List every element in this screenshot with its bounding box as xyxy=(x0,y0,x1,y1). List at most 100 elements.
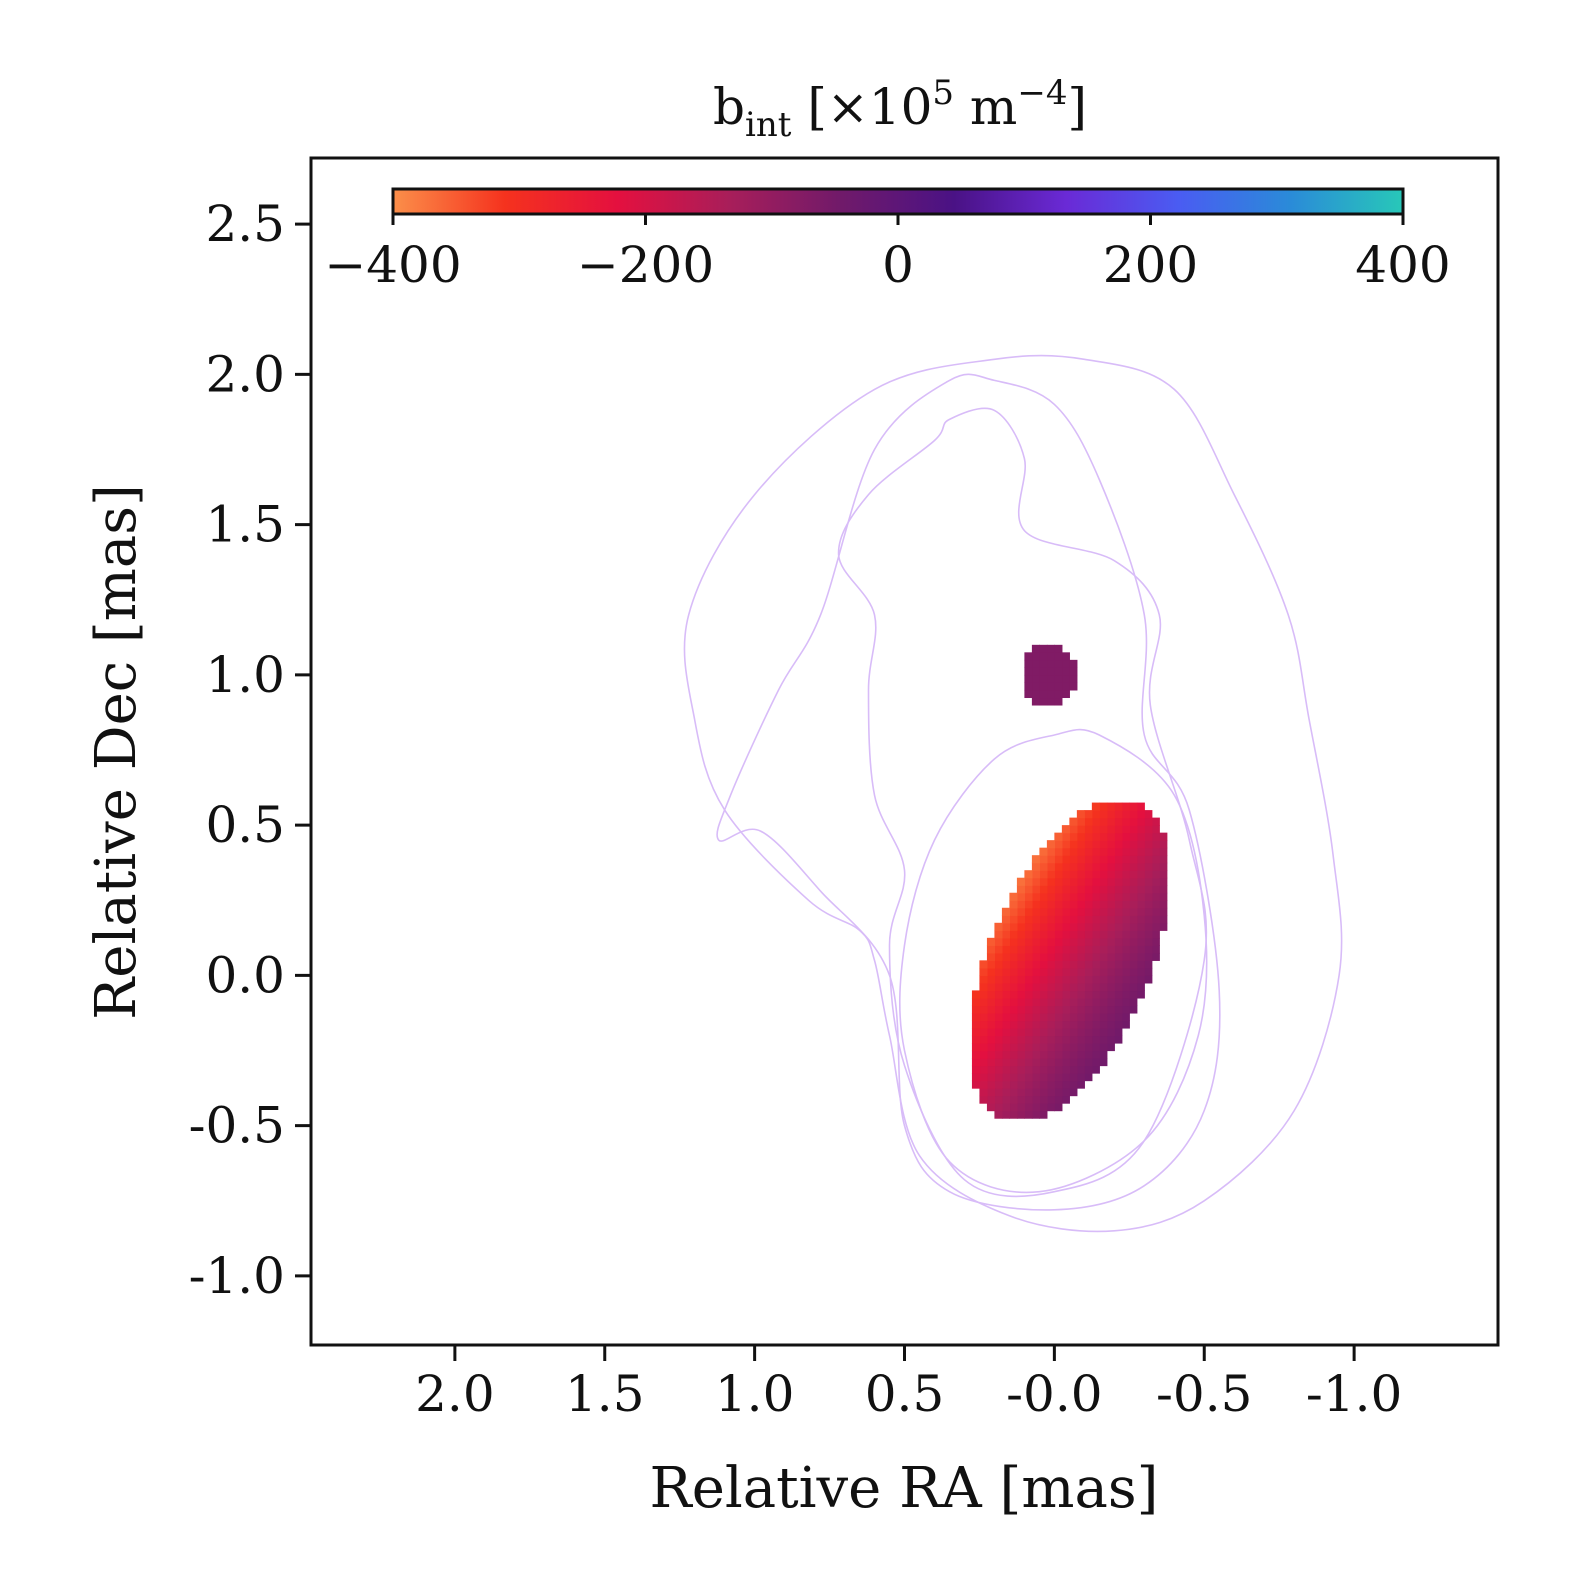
heatmap-cell xyxy=(1054,900,1063,909)
heatmap-cell xyxy=(1099,900,1108,909)
heatmap-cell xyxy=(1084,900,1093,909)
heatmap-cell xyxy=(1084,1065,1093,1074)
heatmap-cell xyxy=(1046,1005,1055,1014)
heatmap-cell xyxy=(1121,930,1130,939)
heatmap-cell xyxy=(1039,1073,1048,1082)
heatmap-cell xyxy=(1061,892,1070,901)
heatmap-cell xyxy=(1001,1012,1011,1022)
heatmap-cell xyxy=(1099,915,1108,924)
heatmap-cell xyxy=(1114,982,1123,992)
heatmap-cell xyxy=(1009,892,1018,901)
heatmap-cell xyxy=(1091,937,1100,946)
heatmap-cell xyxy=(1144,840,1153,849)
heatmap-cell xyxy=(1144,907,1153,916)
heatmap-cell xyxy=(1114,862,1123,871)
heatmap-cell xyxy=(1024,1035,1033,1044)
heatmap-cell xyxy=(1031,870,1040,879)
heatmap-cell xyxy=(1061,667,1070,676)
heatmap-cell xyxy=(1039,1088,1048,1097)
heatmap-cell xyxy=(1061,862,1070,871)
heatmap-cell xyxy=(1031,682,1040,691)
heatmap-cell xyxy=(1084,892,1093,901)
heatmap-cell xyxy=(1009,1012,1018,1022)
heatmap-cell xyxy=(1084,997,1093,1007)
heatmap-cell xyxy=(1084,975,1093,984)
heatmap-cell xyxy=(1024,945,1033,954)
heatmap-cell xyxy=(1061,967,1070,976)
heatmap-cell xyxy=(1069,667,1078,676)
heatmap-cell xyxy=(1069,870,1078,879)
heatmap-cell xyxy=(1016,997,1025,1007)
heatmap-cell xyxy=(1099,952,1108,961)
colorbar-label: bint [×105 m−4] xyxy=(713,73,1087,145)
heatmap-cell xyxy=(1121,825,1130,834)
heatmap-cell xyxy=(1061,847,1070,856)
heatmap-cell xyxy=(1039,997,1048,1007)
heatmap-cell xyxy=(1031,1005,1040,1014)
heatmap-cell xyxy=(1024,667,1033,676)
heatmap-cell xyxy=(1151,877,1160,886)
heatmap-cell xyxy=(1039,877,1048,886)
heatmap-cell xyxy=(1024,1050,1033,1059)
heatmap-cell xyxy=(979,1088,988,1097)
x-tick-label: -0.0 xyxy=(1006,1365,1102,1423)
heatmap-cell xyxy=(1054,915,1063,924)
heatmap-cell xyxy=(1091,967,1100,976)
heatmap-cell xyxy=(1069,1012,1078,1022)
heatmap-cell xyxy=(1091,892,1100,901)
colorbar-tick-label: −200 xyxy=(577,236,714,294)
heatmap-cell xyxy=(1076,915,1085,924)
heatmap-cell xyxy=(1099,847,1108,856)
heatmap-cell xyxy=(1054,885,1063,894)
heatmap-cell xyxy=(1039,862,1048,871)
heatmap-cell xyxy=(1031,930,1040,939)
y-tick-label: 2.0 xyxy=(205,345,285,403)
heatmap-cell xyxy=(1031,915,1040,924)
heatmap-cell xyxy=(1099,990,1108,999)
heatmap-cell xyxy=(1069,975,1078,984)
heatmap-cell xyxy=(994,952,1003,961)
heatmap-cell xyxy=(1106,862,1115,871)
heatmap-cell xyxy=(1106,960,1115,969)
heatmap-cell xyxy=(1114,930,1123,939)
heatmap-cell xyxy=(1129,892,1138,901)
heatmap-cell xyxy=(1084,907,1093,916)
heatmap-cell xyxy=(1114,1012,1123,1022)
heatmap-cell xyxy=(1076,907,1085,916)
heatmap-cell xyxy=(1046,855,1055,864)
heatmap-cell xyxy=(1076,1012,1085,1022)
heatmap-cell xyxy=(1076,817,1085,826)
heatmap-cell xyxy=(1024,689,1033,699)
heatmap-cell xyxy=(1151,930,1160,939)
heatmap-cell xyxy=(1031,877,1040,886)
heatmap-cell xyxy=(1069,960,1078,969)
heatmap-cell xyxy=(1061,659,1070,668)
heatmap-cell xyxy=(1054,840,1063,849)
heatmap-cell xyxy=(1031,1088,1040,1097)
heatmap-cell xyxy=(1091,1042,1100,1052)
heatmap-cell xyxy=(1144,832,1153,841)
heatmap-cell xyxy=(1129,900,1138,909)
heatmap-cell xyxy=(986,960,996,969)
heatmap-cell xyxy=(1054,907,1063,916)
heatmap-cell xyxy=(1091,990,1100,999)
heatmap-cell xyxy=(1054,1088,1063,1097)
heatmap-cell xyxy=(1091,1035,1100,1044)
heatmap-cell xyxy=(1046,1103,1055,1112)
heatmap-cell xyxy=(1039,945,1048,954)
heatmap-cell xyxy=(1024,1012,1033,1022)
heatmap-cell xyxy=(1114,840,1123,849)
heatmap-cell xyxy=(1106,877,1115,886)
heatmap-cell xyxy=(1159,885,1168,894)
heatmap-cell xyxy=(1039,907,1048,916)
heatmap-cell xyxy=(1106,870,1115,879)
heatmap-cell xyxy=(1114,825,1123,834)
heatmap-cell xyxy=(1121,1020,1130,1029)
heatmap-cell xyxy=(1114,922,1123,931)
heatmap-cell xyxy=(1016,937,1025,946)
heatmap-cell xyxy=(1091,952,1100,961)
heatmap-cell xyxy=(1151,885,1160,894)
heatmap-cell xyxy=(1076,997,1085,1007)
heatmap-cell xyxy=(1016,982,1025,992)
heatmap-cell xyxy=(1024,659,1033,668)
